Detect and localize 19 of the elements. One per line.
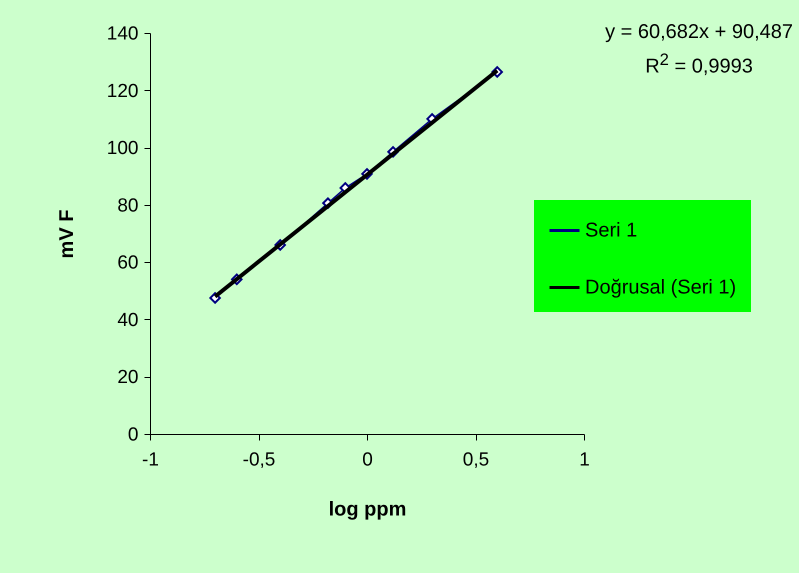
legend-label: Seri 1 — [585, 220, 638, 242]
y-tick-label: 120 — [106, 80, 138, 102]
y-tick-label: 80 — [117, 195, 138, 216]
x-tick-label: 1 — [579, 450, 590, 470]
text: y = 60,682x + 90,487 — [605, 20, 793, 45]
y-tick-label: 140 — [106, 24, 138, 44]
y-tick-label: 20 — [117, 367, 138, 388]
x-tick-label: -1 — [142, 450, 159, 470]
y-tick-label: 60 — [117, 252, 138, 274]
x-axis-title: log ppm — [328, 498, 406, 520]
x-tick-label: 0 — [362, 450, 373, 470]
x-tick-label: 0,5 — [462, 450, 490, 470]
y-tick-label: 100 — [106, 138, 138, 160]
legend-label: Doğrusal (Seri 1) — [585, 276, 736, 298]
y-axis-title: mV F — [56, 210, 78, 258]
y-tick-label: 40 — [117, 310, 138, 331]
y-tick-label: 0 — [128, 424, 138, 446]
x-tick-label: -0,5 — [242, 450, 276, 470]
text: R$^{2}$ = 0,9993 — [644, 49, 754, 80]
